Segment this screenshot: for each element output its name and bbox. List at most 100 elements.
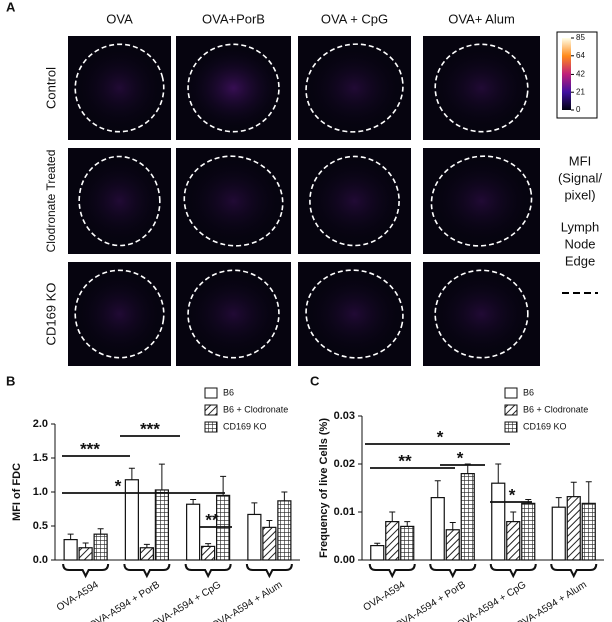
x-tick-label: OVA-A594 + CpG (455, 579, 528, 622)
error-bar (555, 497, 562, 508)
significance-label: ** (205, 510, 219, 529)
error-bar (82, 542, 89, 548)
colorbar-tick-label: 42 (576, 70, 585, 79)
edge-legend: Lymph (561, 219, 600, 234)
signal-glow (185, 272, 282, 356)
lymph-node-edge (305, 43, 404, 133)
y-tick-label: 2.0 (33, 418, 48, 430)
edge-legend: Edge (565, 253, 595, 268)
error-bar (143, 543, 150, 548)
lymph-node-edge (434, 43, 529, 133)
error-bar (97, 528, 104, 535)
legend-label: B6 (223, 387, 234, 397)
mfi-legend: (Signal/ (558, 170, 602, 185)
error-bar (374, 542, 381, 546)
bar (124, 479, 139, 561)
y-tick-label: 0.02 (334, 458, 355, 470)
panel-letter: A (6, 0, 16, 14)
legend-label: CD169 KO (223, 421, 267, 431)
significance-label: ** (398, 451, 412, 470)
legend-label: B6 + Clodronate (223, 404, 288, 414)
colorbar-tick-label: 64 (576, 51, 585, 60)
colorbar-tick-label: 85 (576, 33, 585, 42)
error-bar (251, 502, 258, 515)
lymph-node-edge (430, 155, 533, 247)
lymph-node-edge (74, 43, 165, 133)
bar (370, 544, 385, 561)
bar (186, 503, 201, 561)
legend-swatch (504, 387, 518, 399)
error-bar (585, 481, 592, 504)
bar (551, 506, 566, 561)
group-brace (62, 563, 110, 579)
edge-legend: Node (564, 236, 595, 251)
lymph-node-edge (78, 155, 161, 247)
group-brace (184, 563, 232, 579)
y-axis-label: Frequency of live Cells (%) (318, 418, 330, 558)
significance-label: * (509, 485, 516, 504)
y-tick-label: 0.03 (334, 410, 355, 422)
signal-glow (432, 272, 531, 356)
bar (460, 473, 475, 561)
lymph-node-edge (305, 269, 404, 359)
y-tick-label: 0.00 (334, 554, 355, 566)
mfi-legend: MFI (569, 153, 591, 168)
row-label: CD169 KO (43, 283, 58, 346)
bar (400, 525, 415, 561)
bar (581, 502, 596, 561)
legend-label: B6 (523, 387, 534, 397)
error-bar (510, 511, 517, 522)
signal-glow (307, 272, 402, 356)
legend-label: CD169 KO (523, 421, 567, 431)
legend-swatch (504, 421, 518, 433)
error-bar (389, 511, 396, 522)
x-tick-label: OVA-A594 + CpG (150, 579, 223, 622)
legend-swatch (504, 404, 518, 416)
lymph-node-edge (434, 269, 529, 359)
signal-glow (432, 158, 531, 244)
bar (445, 529, 460, 561)
panel-letter: B (6, 373, 15, 388)
y-tick-label: 1.0 (33, 486, 48, 498)
signal-glow (76, 158, 163, 244)
x-tick-label: OVA-A594 (361, 579, 407, 613)
y-tick-label: 0.0 (33, 554, 48, 566)
column-label: OVA+ Alum (448, 11, 515, 26)
error-bar (205, 543, 212, 547)
signal-glow (307, 158, 402, 244)
group-brace (123, 563, 171, 579)
bar (430, 497, 445, 561)
bar (521, 502, 536, 561)
y-axis-label: MFI of FDC (11, 463, 23, 521)
lymph-node-edge (309, 155, 400, 247)
error-bar (158, 463, 165, 490)
legend-label: B6 + Clodronate (523, 404, 588, 414)
legend-swatch (204, 404, 218, 416)
y-tick-label: 0.01 (334, 506, 355, 518)
error-bar (570, 481, 577, 497)
error-bar (404, 521, 411, 527)
bar (93, 533, 108, 561)
significance-label: * (437, 427, 444, 446)
error-bar (67, 533, 74, 540)
y-tick-label: 0.5 (33, 520, 48, 532)
error-bar (266, 520, 273, 528)
legend-swatch (204, 387, 218, 399)
signal-glow (76, 272, 163, 356)
bar (63, 538, 78, 561)
legend-swatch (204, 421, 218, 433)
bar (506, 520, 521, 561)
error-bar (190, 498, 197, 505)
column-label: OVA (106, 11, 133, 26)
column-label: OVA+PorB (202, 11, 265, 26)
error-bar (281, 491, 288, 501)
signal-glow (307, 46, 402, 130)
error-bar (434, 480, 441, 498)
bar (247, 513, 262, 561)
significance-label: * (115, 476, 122, 495)
significance-label: *** (80, 439, 100, 458)
significance-label: * (457, 448, 464, 467)
significance-label: *** (140, 419, 160, 438)
